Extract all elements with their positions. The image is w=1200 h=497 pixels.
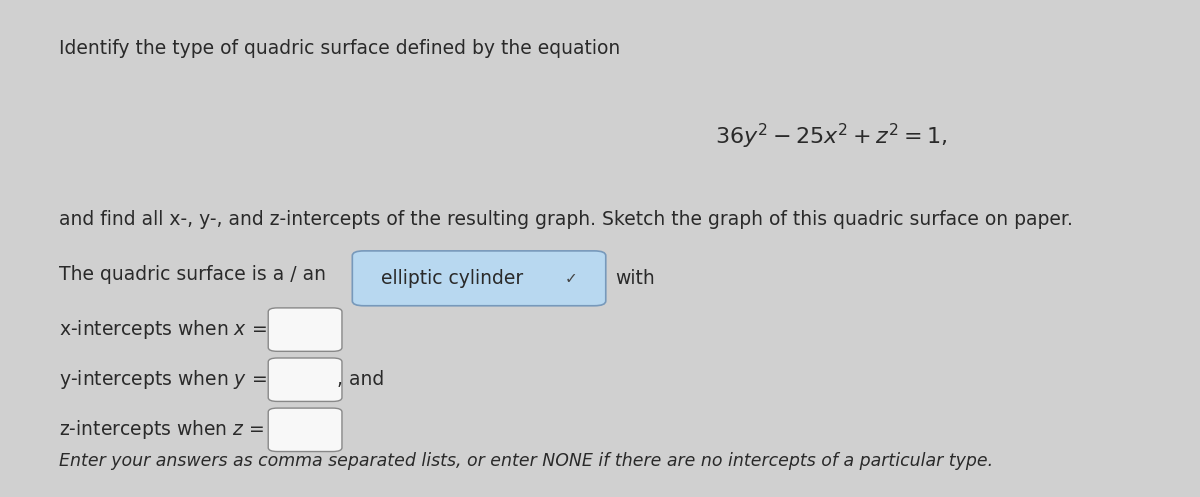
FancyBboxPatch shape bbox=[269, 408, 342, 451]
Text: ✓: ✓ bbox=[565, 271, 577, 286]
FancyBboxPatch shape bbox=[353, 251, 606, 306]
Text: with: with bbox=[614, 269, 655, 288]
FancyBboxPatch shape bbox=[269, 358, 342, 402]
Text: y-intercepts when $y$ =: y-intercepts when $y$ = bbox=[59, 368, 266, 391]
FancyBboxPatch shape bbox=[269, 308, 342, 351]
Text: Identify the type of quadric surface defined by the equation: Identify the type of quadric surface def… bbox=[59, 39, 620, 58]
Text: The quadric surface is a / an: The quadric surface is a / an bbox=[59, 265, 325, 284]
Text: and find all x-, y-, and z-intercepts of the resulting graph. Sketch the graph o: and find all x-, y-, and z-intercepts of… bbox=[59, 210, 1073, 229]
Text: z-intercepts when $z$ =: z-intercepts when $z$ = bbox=[59, 418, 264, 441]
Text: $36y^2 - 25x^2 + z^2 = 1,$: $36y^2 - 25x^2 + z^2 = 1,$ bbox=[715, 122, 947, 151]
Text: Enter your answers as comma separated lists, or enter NONE if there are no inter: Enter your answers as comma separated li… bbox=[59, 452, 992, 470]
Text: , and: , and bbox=[337, 370, 384, 389]
Text: x-intercepts when $x$ =: x-intercepts when $x$ = bbox=[59, 318, 266, 341]
Text: elliptic cylinder: elliptic cylinder bbox=[382, 269, 523, 288]
